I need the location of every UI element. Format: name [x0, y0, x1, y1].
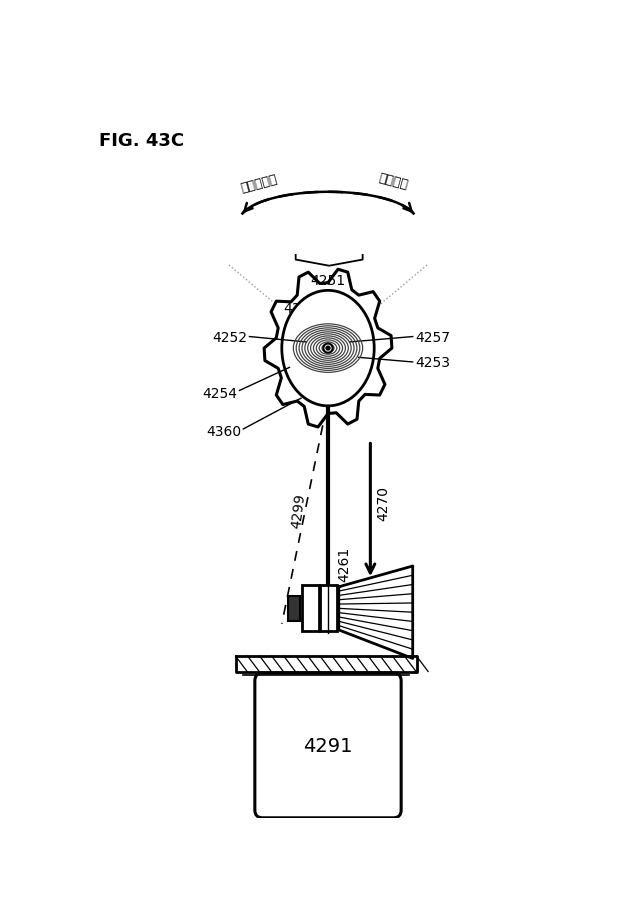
Text: 4270: 4270 — [376, 485, 390, 520]
Text: 4251: 4251 — [310, 273, 346, 288]
Text: 4253: 4253 — [415, 356, 450, 369]
Text: 4271: 4271 — [284, 317, 319, 331]
Text: 4300: 4300 — [284, 301, 319, 316]
Text: 反時計回り: 反時計回り — [239, 173, 278, 195]
Ellipse shape — [282, 291, 374, 406]
Text: 4261: 4261 — [337, 547, 351, 582]
Circle shape — [326, 346, 330, 351]
Text: 4291: 4291 — [303, 736, 353, 755]
Text: 時計回り: 時計回り — [377, 171, 410, 191]
Text: 4299: 4299 — [290, 492, 308, 528]
Text: FIG. 43C: FIG. 43C — [99, 131, 184, 150]
Polygon shape — [236, 656, 417, 672]
Text: 4254: 4254 — [202, 386, 237, 401]
Polygon shape — [264, 270, 392, 427]
Text: 4252: 4252 — [212, 330, 247, 345]
FancyBboxPatch shape — [255, 674, 401, 818]
Polygon shape — [339, 566, 413, 659]
Text: 4257: 4257 — [415, 330, 450, 345]
Bar — [288, 596, 300, 621]
Bar — [320, 585, 337, 631]
Text: 4360: 4360 — [206, 425, 241, 438]
Bar — [302, 585, 319, 631]
Circle shape — [323, 344, 333, 353]
